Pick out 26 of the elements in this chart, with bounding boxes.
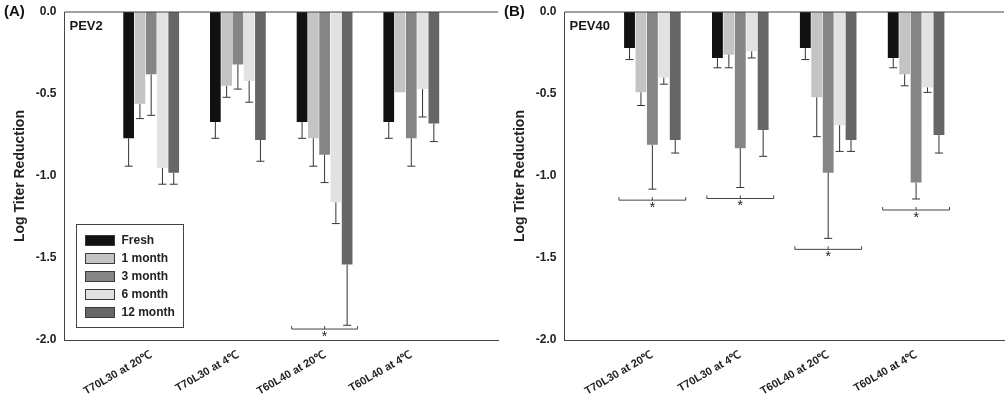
y-tick-label: -1.5 [35, 250, 57, 265]
y-tick-label: -0.5 [35, 86, 57, 101]
chart-title: (B) [504, 2, 525, 20]
legend-label: 12 month [121, 304, 175, 322]
legend-label: 6 month [121, 286, 169, 304]
chart-title: (A) [4, 2, 25, 20]
y-tick-label: -1.5 [535, 250, 557, 265]
annotation: * [737, 197, 744, 214]
y-tick-label: 0.0 [39, 4, 57, 19]
annotation: * [825, 248, 832, 265]
y-tick-label: 0.0 [539, 4, 557, 19]
y-tick-label: -1.0 [535, 168, 557, 183]
y-tick-label: -1.0 [35, 168, 57, 183]
y-axis-title: Log Titer Reduction [511, 110, 528, 243]
legend-label: 1 month [121, 250, 169, 268]
y-tick-label: -2.0 [535, 332, 557, 347]
y-axis-title: Log Titer Reduction [11, 110, 28, 243]
legend-label: 3 month [121, 268, 169, 286]
legend-label: Fresh [121, 232, 155, 250]
annotation: * [913, 208, 920, 225]
annotation: PEV2 [69, 18, 103, 34]
annotation: * [321, 327, 328, 344]
y-tick-label: -0.5 [535, 86, 557, 101]
annotation: * [649, 199, 656, 216]
y-tick-label: -2.0 [35, 332, 57, 347]
annotation: PEV40 [569, 18, 610, 34]
